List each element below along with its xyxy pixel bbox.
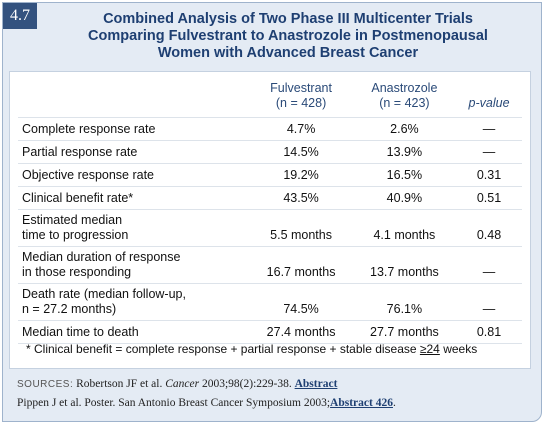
table-cell: 14.5% bbox=[249, 140, 353, 164]
table-cell: 4.7% bbox=[249, 117, 353, 141]
sources: SOURCES: Robertson JF et al. Cancer 2003… bbox=[17, 375, 396, 413]
row-label-line: Partial response rate bbox=[22, 145, 138, 159]
table-row: Complete response rate 4.7% 2.6% — bbox=[18, 117, 522, 141]
footnote-tail: weeks bbox=[443, 342, 478, 356]
table-row: Median time to death 27.4 months 27.7 mont… bbox=[18, 320, 522, 344]
card: 4.7 Combined Analysis of Two Phase III M… bbox=[2, 2, 542, 422]
row-label-line: Death rate (median follow-up, bbox=[22, 287, 186, 301]
table-row: Partial response rate 14.5% 13.9% — bbox=[18, 140, 522, 164]
row-label-line: Objective response rate bbox=[22, 168, 155, 182]
header-cell: Anastrozole (n = 423) bbox=[352, 78, 457, 118]
source-link[interactable]: Abstract 426 bbox=[330, 397, 393, 409]
table-cell: 0.31 bbox=[456, 163, 522, 187]
table: Fulvestrant (n = 428) Anastrozole (n = 423)… bbox=[18, 78, 522, 344]
row-label: Estimated median time to progression bbox=[18, 209, 250, 247]
sources-label: SOURCES: bbox=[17, 379, 74, 390]
table-cell: 13.7 months bbox=[352, 246, 457, 284]
table-cell: 40.9% bbox=[352, 186, 457, 210]
table-row: Death rate (median follow-up, n = 27.2 mo… bbox=[18, 283, 522, 321]
row-label-line: in those responding bbox=[22, 265, 132, 279]
source-text: Robertson JF et al. bbox=[76, 378, 163, 390]
source-ref: 2003;98(2):229-38. bbox=[201, 378, 292, 390]
source-line: Pippen J et al. Poster. San Antonio Brea… bbox=[17, 394, 396, 413]
table-cell: 0.81 bbox=[456, 320, 522, 344]
table-cell: 0.48 bbox=[456, 209, 522, 247]
header-cell bbox=[18, 78, 250, 118]
footnote-emph: ≥24 bbox=[419, 342, 440, 356]
table-cell: 5.5 months bbox=[249, 209, 353, 247]
table-cell: 27.4 months bbox=[249, 320, 353, 344]
badge: 4.7 bbox=[3, 3, 37, 29]
table-cell: 27.7 months bbox=[352, 320, 457, 344]
table-cell: 0.51 bbox=[456, 186, 522, 210]
table-cell: 76.1% bbox=[352, 283, 457, 321]
row-label: Partial response rate bbox=[18, 140, 250, 164]
title-line: Comparing Fulvestrant to Anastrozole in … bbox=[88, 28, 488, 44]
header-row: Fulvestrant (n = 428) Anastrozole (n = 423)… bbox=[18, 78, 522, 118]
title-line: Women with Advanced Breast Cancer bbox=[157, 45, 419, 61]
table-cell: 19.2% bbox=[249, 163, 353, 187]
header-cell: Fulvestrant (n = 428) bbox=[249, 78, 353, 118]
table-cell: 4.1 months bbox=[352, 209, 457, 247]
row-label: Complete response rate bbox=[18, 117, 250, 141]
source-text: Pippen J et al. Poster. San Antonio Brea… bbox=[17, 397, 331, 409]
header-line: Anastrozole bbox=[371, 81, 438, 95]
row-label: Death rate (median follow-up, n = 27.2 mo… bbox=[18, 283, 250, 321]
row-label: Clinical benefit rate* bbox=[18, 186, 250, 210]
table-row: Median duration of response in those resp… bbox=[18, 246, 522, 284]
table-cell: 13.9% bbox=[352, 140, 457, 164]
table-cell: 16.7 months bbox=[249, 246, 353, 284]
table-cell: 43.5% bbox=[249, 186, 353, 210]
row-label: Median duration of response in those resp… bbox=[18, 246, 250, 284]
row-label: Median time to death bbox=[18, 320, 250, 344]
row-label-line: Clinical benefit rate* bbox=[22, 191, 134, 205]
header-line: (n = 423) bbox=[379, 96, 430, 110]
source-end: . bbox=[392, 397, 396, 409]
footnote-text: * Clinical benefit = complete response +… bbox=[26, 342, 417, 356]
table-row: Estimated median time to progression 5.5 m… bbox=[18, 209, 522, 247]
row-label: Objective response rate bbox=[18, 163, 250, 187]
row-label-line: Median duration of response bbox=[22, 250, 181, 264]
table-cell: 2.6% bbox=[352, 117, 457, 141]
table-cell: — bbox=[456, 117, 522, 141]
table-row: Clinical benefit rate* 43.5% 40.9% 0.51 bbox=[18, 186, 522, 210]
source-line: SOURCES: Robertson JF et al. Cancer 2003… bbox=[17, 375, 396, 394]
header-line: Fulvestrant bbox=[270, 81, 332, 95]
table-cell: — bbox=[456, 283, 522, 321]
row-label-line: Median time to death bbox=[22, 325, 139, 339]
header-line: p-value bbox=[468, 96, 510, 110]
source-link[interactable]: Abstract bbox=[294, 378, 338, 390]
source-journal: Cancer bbox=[165, 378, 200, 390]
title-line: Combined Analysis of Two Phase III Multi… bbox=[103, 11, 473, 27]
title: Combined Analysis of Two Phase III Multi… bbox=[43, 11, 533, 62]
row-label-line: time to progression bbox=[22, 228, 129, 242]
table-cell: 74.5% bbox=[249, 283, 353, 321]
table-cell: — bbox=[456, 246, 522, 284]
table-cell: — bbox=[456, 140, 522, 164]
row-label-line: Complete response rate bbox=[22, 122, 156, 136]
row-label-line: n = 27.2 months) bbox=[22, 302, 117, 316]
row-label-line: Estimated median bbox=[22, 213, 123, 227]
table-row: Objective response rate 19.2% 16.5% 0.31 bbox=[18, 163, 522, 187]
table-panel: Fulvestrant (n = 428) Anastrozole (n = 423)… bbox=[9, 71, 531, 369]
table-cell: 16.5% bbox=[352, 163, 457, 187]
header-cell: p-value bbox=[456, 78, 522, 118]
footnote: * Clinical benefit = complete response +… bbox=[26, 342, 477, 356]
header-line: (n = 428) bbox=[275, 96, 327, 110]
